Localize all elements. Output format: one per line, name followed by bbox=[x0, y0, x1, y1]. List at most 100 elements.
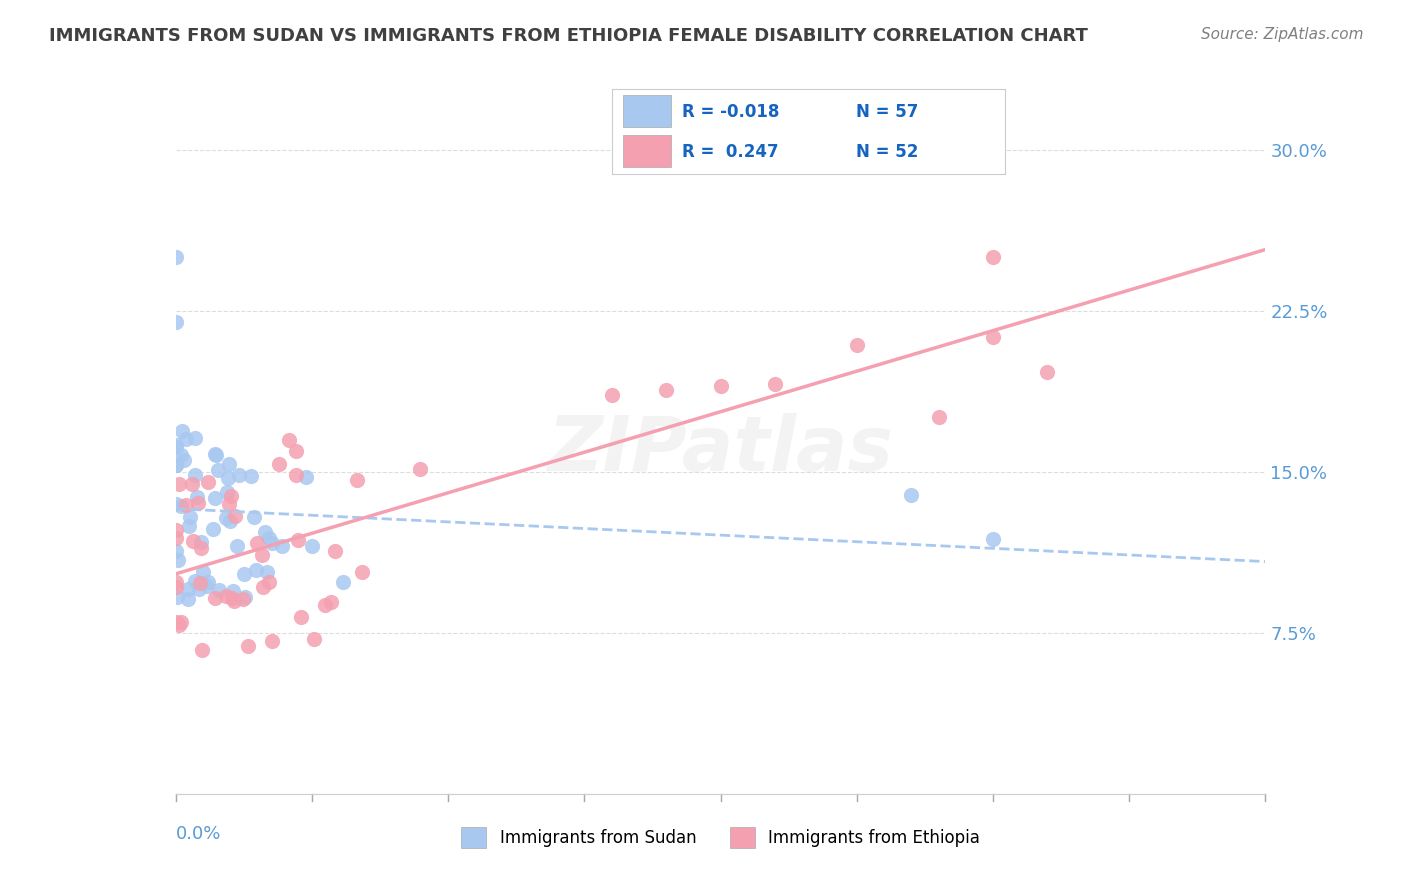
Point bbox=[981, 250, 1004, 264]
Point bbox=[256, 566, 278, 580]
Point bbox=[179, 518, 201, 533]
Point bbox=[165, 440, 187, 454]
Point bbox=[177, 582, 200, 596]
Point bbox=[250, 548, 273, 562]
Point bbox=[253, 524, 276, 539]
Text: R =  0.247: R = 0.247 bbox=[682, 143, 779, 161]
Point bbox=[845, 338, 868, 352]
Point bbox=[166, 591, 188, 605]
Point bbox=[202, 522, 225, 536]
Point bbox=[165, 615, 187, 630]
Point bbox=[183, 574, 205, 588]
Point bbox=[238, 639, 260, 653]
Point bbox=[269, 457, 291, 471]
Point bbox=[710, 379, 733, 393]
Point bbox=[165, 458, 187, 472]
Bar bbox=[623, 95, 671, 128]
Point bbox=[655, 384, 678, 398]
Point bbox=[260, 535, 283, 549]
Point bbox=[218, 497, 240, 511]
Point bbox=[165, 250, 187, 264]
Point bbox=[346, 473, 368, 487]
Text: N = 52: N = 52 bbox=[856, 143, 918, 161]
Point bbox=[183, 534, 205, 549]
Point bbox=[179, 510, 201, 524]
Text: N = 57: N = 57 bbox=[856, 103, 918, 121]
Text: 0.0%: 0.0% bbox=[176, 825, 221, 843]
Point bbox=[323, 544, 346, 558]
Text: ZIPatlas: ZIPatlas bbox=[547, 414, 894, 487]
Point bbox=[600, 388, 623, 402]
Point bbox=[278, 433, 301, 447]
Point bbox=[174, 432, 197, 446]
Point bbox=[232, 591, 254, 606]
Point bbox=[900, 488, 922, 502]
Point bbox=[208, 582, 231, 597]
Point bbox=[165, 575, 187, 590]
Point bbox=[165, 438, 187, 452]
Point bbox=[285, 467, 308, 482]
Point bbox=[221, 591, 243, 606]
Point bbox=[204, 446, 226, 460]
Point bbox=[252, 580, 274, 594]
Point bbox=[170, 615, 193, 630]
Point bbox=[242, 510, 264, 524]
Point bbox=[215, 589, 238, 603]
Point bbox=[219, 489, 242, 503]
Point bbox=[224, 594, 246, 608]
Legend: Immigrants from Sudan, Immigrants from Ethiopia: Immigrants from Sudan, Immigrants from E… bbox=[454, 821, 987, 855]
Point bbox=[352, 565, 374, 579]
Bar bbox=[623, 135, 671, 167]
Point bbox=[222, 584, 245, 599]
Point bbox=[188, 582, 211, 596]
Point bbox=[218, 457, 240, 471]
Point bbox=[981, 532, 1004, 546]
Point bbox=[763, 377, 786, 392]
Point bbox=[332, 575, 354, 590]
Text: IMMIGRANTS FROM SUDAN VS IMMIGRANTS FROM ETHIOPIA FEMALE DISABILITY CORRELATION : IMMIGRANTS FROM SUDAN VS IMMIGRANTS FROM… bbox=[49, 27, 1088, 45]
Point bbox=[190, 541, 212, 556]
Point bbox=[165, 458, 187, 472]
Point bbox=[167, 477, 190, 491]
Point bbox=[235, 590, 257, 604]
Point bbox=[174, 498, 197, 512]
Point bbox=[240, 469, 263, 483]
Point bbox=[195, 579, 218, 593]
Point bbox=[170, 448, 193, 462]
Point bbox=[186, 491, 208, 505]
Point bbox=[217, 485, 239, 500]
Point bbox=[205, 448, 228, 462]
Point bbox=[184, 467, 207, 482]
Point bbox=[290, 610, 312, 624]
Point bbox=[180, 476, 202, 491]
Point bbox=[170, 499, 193, 513]
Point bbox=[165, 580, 187, 594]
Point bbox=[409, 462, 432, 476]
Point bbox=[165, 497, 187, 511]
Text: R = -0.018: R = -0.018 bbox=[682, 103, 780, 121]
Point bbox=[204, 491, 226, 505]
Point bbox=[191, 565, 214, 579]
Point bbox=[165, 531, 187, 545]
Point bbox=[270, 539, 292, 553]
Point bbox=[245, 563, 267, 577]
Point bbox=[165, 523, 187, 537]
Point bbox=[190, 643, 212, 657]
Point bbox=[246, 536, 269, 550]
Point bbox=[225, 539, 247, 553]
Point bbox=[233, 566, 256, 581]
Point bbox=[165, 315, 187, 329]
Point bbox=[167, 618, 190, 632]
Point bbox=[257, 531, 280, 545]
Point bbox=[165, 544, 187, 558]
Point bbox=[217, 471, 239, 485]
Point bbox=[177, 591, 200, 606]
Point bbox=[167, 552, 190, 566]
Point bbox=[302, 632, 325, 646]
Point bbox=[295, 470, 318, 484]
Point bbox=[197, 574, 219, 589]
Point bbox=[284, 443, 307, 458]
Point bbox=[190, 534, 212, 549]
Text: Source: ZipAtlas.com: Source: ZipAtlas.com bbox=[1201, 27, 1364, 42]
Point bbox=[260, 633, 283, 648]
